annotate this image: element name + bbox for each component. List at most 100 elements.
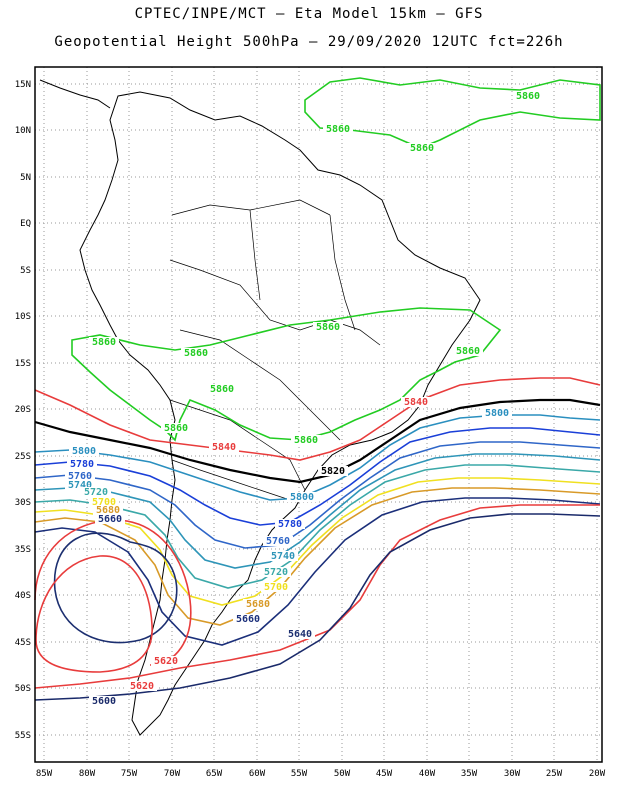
contour-label: 5840 [212,442,236,453]
contour-label: 5620 [154,656,178,667]
contour-label-background [453,346,483,356]
map-title-line-1: CPTEC/INPE/MCT — Eta Model 15km — GFS [134,6,484,22]
contour-label-background [323,124,353,134]
contour-label-background [261,582,291,592]
longitude-label: 20W [589,769,606,779]
contour-label-background [407,143,437,153]
contour-label-background [65,480,95,490]
contour-label-background [275,519,305,529]
latitude-label: 45S [15,638,31,648]
contour-5620-outer [34,504,600,689]
longitude-label: 70W [164,769,181,779]
latitude-label: 15S [15,359,31,369]
contour-label: 5860 [326,124,350,135]
longitude-label: 45W [376,769,393,779]
contour-label-background [401,397,431,407]
contour-label-background [67,459,97,469]
contour-label-background [151,656,181,666]
contour-label: 5800 [485,408,509,419]
contour-label-background [89,696,119,706]
coastlines [39,79,481,736]
longitude-label: 60W [249,769,266,779]
contour-label: 5860 [184,348,208,359]
contour-label: 5860 [456,346,480,357]
contour-label-background [69,446,99,456]
contour-label: 5720 [264,567,288,578]
contour-label-background [513,91,543,101]
latitude-labels: 15N 10N 5N EQ 5S 10S 15S 20S 25S 30S 35S 40S 45S 50S 5… [15,80,31,741]
contour-5700 [34,477,601,606]
longitude-label: 80W [79,769,96,779]
contour-label: 5780 [70,459,94,470]
contour-label-background [81,487,111,497]
contour-label: 5600 [92,696,116,707]
contour-5600 [34,513,601,701]
latitude-label: 35S [15,545,31,555]
contour-5860-north [304,77,601,149]
contour-label: 5680 [246,599,270,610]
contour-label: 5660 [98,514,122,525]
longitude-label: 75W [121,769,138,779]
contour-labels: 5860 5860 5860 5860 5860 5860 5860 5860 5860 5860… [65,91,543,707]
central-america-coastline [39,79,111,109]
contour-label-background [65,471,95,481]
latitude-label: 50S [15,684,31,694]
geopotential-contours [34,77,601,701]
contour-label-background [268,551,298,561]
contour-label: 5760 [68,471,92,482]
longitude-label: 35W [461,769,478,779]
contour-label-background [313,322,343,332]
contour-label: 5720 [84,487,108,498]
contour-label: 5800 [72,446,96,457]
latitude-label: 15N [15,80,31,90]
contour-label-background [127,681,157,691]
contour-label-background [233,614,263,624]
contour-label-background [263,536,293,546]
contour-label: 5740 [271,551,295,562]
contour-label-background [209,442,239,452]
latitude-label: 55S [15,731,31,741]
contour-label: 5860 [164,423,188,434]
longitude-label: 30W [504,769,521,779]
contour-label-background [285,629,315,639]
longitude-label: 50W [334,769,351,779]
contour-label: 5700 [264,582,288,593]
contour-label: 5780 [278,519,302,530]
longitude-labels: 85W 80W 75W 70W 65W 60W 55W 50W 45W 40W 35W 30W 25W 2… [36,769,606,779]
contour-5660 [34,497,601,646]
contour-label-background [291,435,321,445]
contour-label-background [261,567,291,577]
contour-label: 5760 [266,536,290,547]
contour-label-background [287,492,317,502]
latitude-label: EQ [20,219,31,229]
latitude-label: 20S [15,405,31,415]
latitude-label: 5S [20,266,31,276]
latitude-label: 30S [15,498,31,508]
contour-5860-south [71,307,502,442]
contour-5840 [34,377,601,461]
map-frame [34,66,603,763]
contour-label: 5860 [516,91,540,102]
contour-label: 5620 [130,681,154,692]
latitude-label: 40S [15,591,31,601]
contour-label: 5860 [92,337,116,348]
contour-label: 5860 [316,322,340,333]
contour-label: 5660 [236,614,260,625]
longitude-label: 25W [546,769,563,779]
contour-label: 5680 [96,505,120,516]
contour-label-background [482,408,512,418]
contour-label-background [243,599,273,609]
contour-label-background [89,337,119,347]
contour-label-background [207,384,237,394]
contour-label: 5700 [92,497,116,508]
longitude-label: 85W [36,769,53,779]
longitude-label: 40W [419,769,436,779]
contour-label: 5840 [404,397,428,408]
contour-label-background [161,423,191,433]
country-borders [169,199,381,501]
latitude-label: 25S [15,452,31,462]
latitude-label: 10S [15,312,31,322]
contour-5760 [34,441,601,549]
contour-label: 5800 [290,492,314,503]
